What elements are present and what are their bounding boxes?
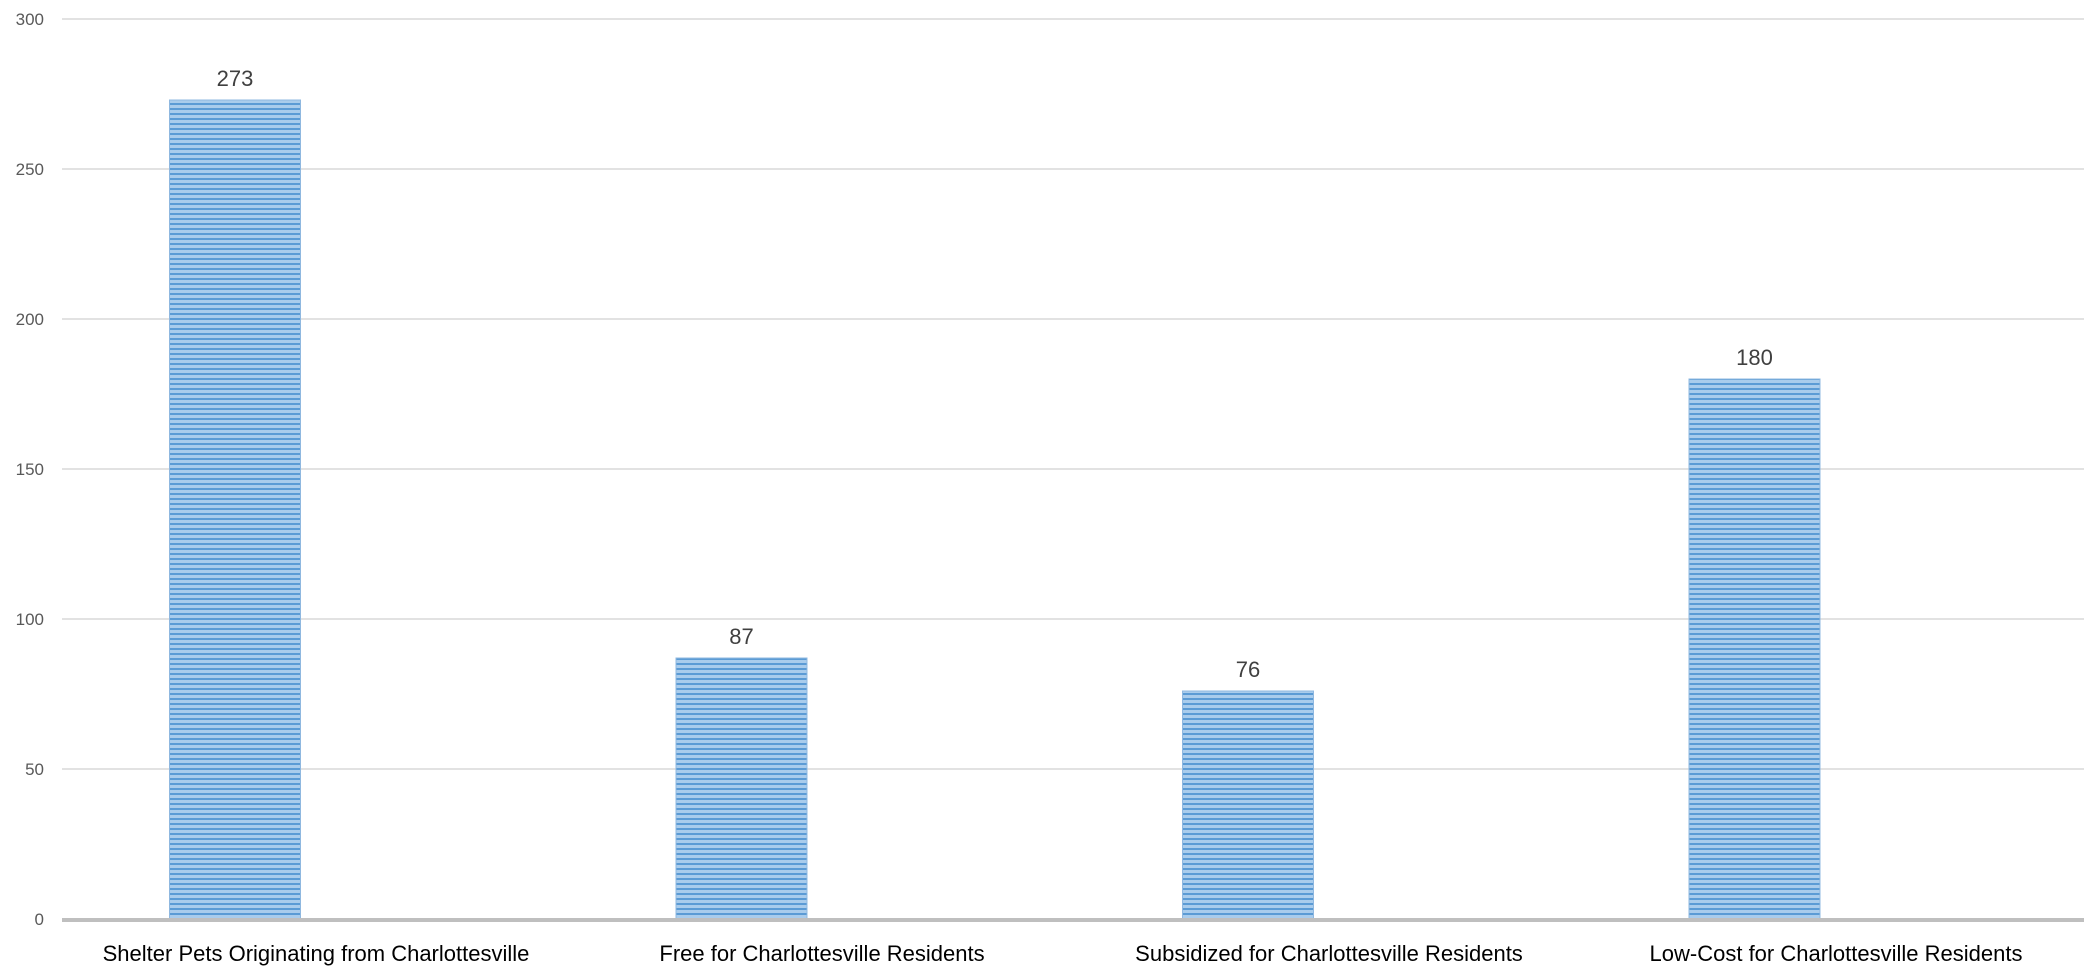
data-labels: 273 87 76 180 — [217, 66, 1773, 682]
y-tick-label: 100 — [16, 610, 44, 629]
category-label: Low-Cost for Charlottesville Residents — [1650, 941, 2023, 966]
y-tick-label: 250 — [16, 160, 44, 179]
bar — [1688, 378, 1821, 920]
y-tick-label: 0 — [35, 910, 44, 929]
y-axis-tick-labels: 0 50 100 150 200 250 300 — [16, 10, 44, 929]
y-tick-label: 300 — [16, 10, 44, 29]
y-tick-label: 200 — [16, 310, 44, 329]
data-label: 87 — [729, 624, 753, 649]
y-tick-label: 150 — [16, 460, 44, 479]
bar — [169, 99, 301, 920]
y-tick-label: 50 — [25, 760, 44, 779]
data-label: 273 — [217, 66, 254, 91]
category-label: Shelter Pets Originating from Charlottes… — [103, 941, 530, 966]
category-label: Subsidized for Charlottesville Residents — [1135, 941, 1523, 966]
bars — [169, 99, 1821, 920]
data-label: 180 — [1736, 345, 1773, 370]
data-label: 76 — [1236, 657, 1260, 682]
bar — [1182, 690, 1314, 920]
category-label: Free for Charlottesville Residents — [659, 941, 984, 966]
bar — [675, 657, 808, 920]
category-labels: Shelter Pets Originating from Charlottes… — [103, 941, 2023, 966]
